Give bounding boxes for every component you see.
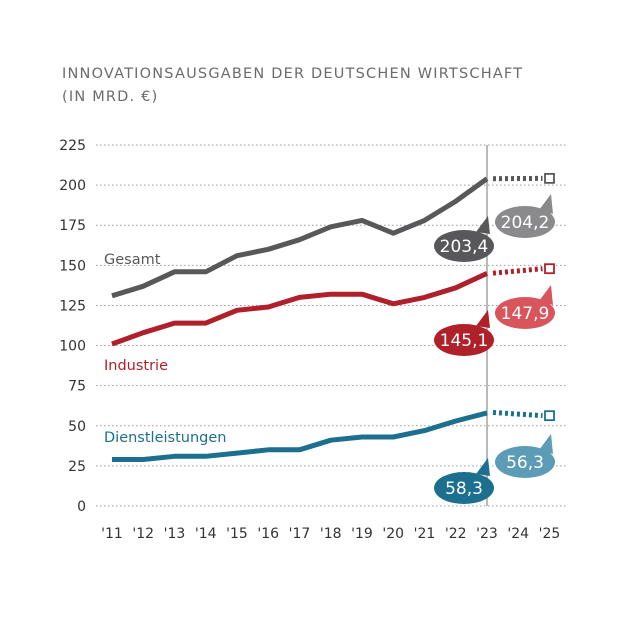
x-tick-label: '14 — [195, 526, 217, 542]
series-label: Gesamt — [104, 252, 161, 268]
value-label-2025: 56,3 — [506, 453, 544, 473]
x-tick-label: '19 — [351, 526, 373, 542]
series-line-gesamt — [112, 179, 487, 296]
value-label-2023: 58,3 — [445, 479, 483, 499]
y-tick-label: 0 — [77, 499, 86, 515]
x-tick-label: '12 — [132, 526, 154, 542]
x-tick-label: '24 — [507, 526, 529, 542]
value-label-2023: 203,4 — [440, 237, 489, 257]
x-tick-label: '20 — [382, 526, 404, 542]
value-label-2025: 204,2 — [501, 213, 550, 233]
x-tick-label: '17 — [289, 526, 311, 542]
x-tick-label: '23 — [476, 526, 498, 542]
y-tick-label: 100 — [59, 339, 86, 355]
chart-title-line-1: INNOVATIONSAUSGABEN DER DEUTSCHEN WIRTSC… — [62, 66, 523, 82]
y-tick-label: 200 — [59, 178, 86, 194]
y-tick-label: 225 — [59, 138, 86, 154]
x-tick-label: '13 — [164, 526, 186, 542]
value-label-2023: 145,1 — [440, 331, 489, 351]
y-tick-label: 150 — [59, 258, 86, 274]
value-bubble-tail — [476, 458, 490, 476]
x-tick-label: '11 — [101, 526, 123, 542]
value-bubble-tail — [476, 216, 490, 234]
series-line-industrie — [112, 273, 487, 344]
y-tick-label: 50 — [68, 419, 86, 435]
y-tick-label: 25 — [68, 459, 86, 475]
x-tick-label: '18 — [320, 526, 342, 542]
projection-line-dienstleistungen — [493, 412, 543, 415]
y-tick-label: 175 — [59, 218, 86, 234]
y-tick-label: 125 — [59, 298, 86, 314]
series-label: Dienstleistungen — [104, 430, 226, 446]
value-label-2025: 147,9 — [501, 304, 550, 324]
chart-title-line-2: (IN MRD. €) — [62, 89, 158, 105]
projection-marker-industrie — [545, 264, 554, 273]
projection-marker-dienstleistungen — [545, 411, 554, 420]
x-tick-label: '22 — [445, 526, 467, 542]
x-tick-label: '15 — [226, 526, 248, 542]
value-bubble-tail — [476, 310, 490, 328]
projection-line-industrie — [493, 269, 543, 273]
x-tick-label: '16 — [257, 526, 279, 542]
x-tick-label: '25 — [539, 526, 561, 542]
series-label: Industrie — [104, 358, 168, 374]
x-tick-label: '21 — [414, 526, 436, 542]
y-tick-label: 75 — [68, 379, 86, 395]
projection-marker-gesamt — [545, 174, 554, 183]
